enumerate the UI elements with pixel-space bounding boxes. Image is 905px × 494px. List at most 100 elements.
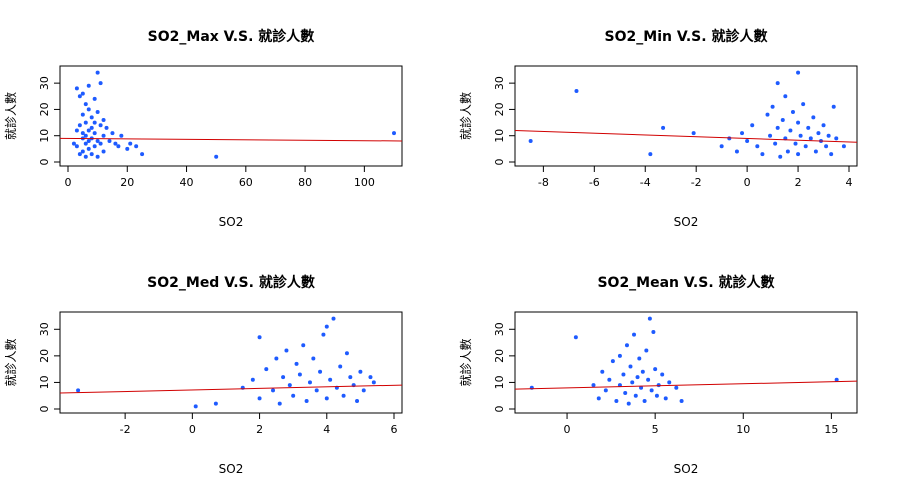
- x-tick-label: 10: [736, 423, 750, 436]
- y-tick-label: 10: [493, 129, 506, 143]
- x-tick-label: -2: [120, 423, 131, 436]
- data-point: [806, 125, 811, 130]
- chart-title: SO2_Min V.S. 就診人數: [605, 28, 768, 45]
- data-point: [264, 367, 269, 372]
- data-point: [808, 136, 813, 141]
- x-tick-label: -8: [538, 176, 549, 189]
- data-point: [801, 102, 806, 107]
- y-tick-label: 30: [38, 322, 51, 336]
- x-tick-label: 60: [239, 176, 253, 189]
- data-point: [324, 396, 329, 401]
- data-point: [826, 133, 831, 138]
- data-point: [83, 102, 88, 107]
- data-point: [639, 385, 644, 390]
- data-point: [294, 361, 299, 366]
- y-tick-label: 30: [493, 76, 506, 90]
- data-point: [793, 141, 798, 146]
- data-point: [392, 131, 396, 136]
- data-point: [89, 152, 94, 157]
- data-point: [679, 399, 684, 404]
- data-point: [775, 125, 780, 130]
- data-point: [649, 388, 654, 393]
- data-point: [284, 348, 289, 353]
- data-point: [633, 393, 638, 398]
- x-axis-label: SO2: [219, 462, 244, 476]
- data-point: [125, 146, 130, 151]
- data-point: [257, 396, 262, 401]
- x-tick-label: 2: [256, 423, 263, 436]
- data-point: [648, 152, 653, 157]
- data-point: [77, 94, 82, 99]
- panel-3: SO2_Med V.S. 就診人數 -2 0 2 4 6 0 10 20 30 SO2 就診人數: [3, 274, 403, 476]
- y-tick-label: 20: [493, 349, 506, 363]
- x-tick-label: 4: [323, 423, 330, 436]
- data-point: [829, 152, 834, 157]
- data-point: [95, 154, 100, 159]
- data-point: [816, 131, 821, 136]
- data-point: [646, 377, 651, 382]
- data-point: [71, 141, 76, 146]
- data-point: [318, 369, 323, 374]
- data-point: [796, 70, 801, 75]
- data-point: [610, 359, 615, 364]
- data-point: [86, 146, 91, 151]
- data-point: [341, 393, 346, 398]
- data-point: [745, 138, 750, 143]
- data-point: [603, 388, 608, 393]
- data-point: [301, 343, 306, 348]
- y-tick-label: 0: [38, 406, 51, 413]
- x-tick-label: 0: [65, 176, 72, 189]
- data-point: [790, 110, 795, 115]
- data-point: [95, 110, 100, 115]
- data-point: [674, 385, 679, 390]
- data-point: [80, 131, 85, 136]
- data-point: [653, 367, 658, 372]
- data-point: [304, 399, 309, 404]
- data-point: [355, 399, 360, 404]
- data-point: [83, 120, 88, 125]
- y-tick-label: 20: [38, 102, 51, 116]
- data-point: [750, 123, 755, 128]
- data-point: [821, 123, 826, 128]
- data-point: [89, 125, 94, 130]
- data-point: [101, 149, 106, 154]
- data-point: [140, 152, 145, 157]
- x-tick-label: -6: [589, 176, 600, 189]
- data-point: [600, 369, 605, 374]
- y-tick-label: 10: [38, 375, 51, 389]
- data-point: [574, 89, 579, 94]
- data-point: [287, 383, 292, 388]
- y-axis-label: 就診人數: [3, 338, 18, 386]
- data-point: [617, 353, 622, 358]
- data-point: [281, 375, 286, 380]
- data-point: [358, 369, 363, 374]
- data-point: [311, 356, 316, 361]
- y-tick-label: 10: [493, 375, 506, 389]
- chart-title: SO2_Max V.S. 就診人數: [148, 28, 315, 45]
- data-point: [780, 117, 785, 122]
- data-point: [755, 144, 760, 149]
- data-point: [80, 149, 85, 154]
- data-point: [98, 81, 103, 86]
- data-point: [80, 112, 85, 117]
- data-point: [768, 133, 773, 138]
- plot-frame: [514, 311, 858, 414]
- data-point: [101, 117, 106, 122]
- data-point: [765, 112, 770, 117]
- data-point: [271, 388, 276, 393]
- data-point: [573, 335, 578, 340]
- data-point: [344, 351, 349, 356]
- data-point: [95, 138, 100, 143]
- data-point: [368, 375, 373, 380]
- data-point: [371, 380, 376, 385]
- data-point: [824, 144, 829, 149]
- y-tick-label: 0: [38, 159, 51, 166]
- data-point: [637, 356, 642, 361]
- data-point: [291, 393, 296, 398]
- data-point: [214, 154, 219, 159]
- data-point: [324, 324, 329, 329]
- data-point: [640, 369, 645, 374]
- data-point: [307, 380, 312, 385]
- data-point: [297, 372, 302, 377]
